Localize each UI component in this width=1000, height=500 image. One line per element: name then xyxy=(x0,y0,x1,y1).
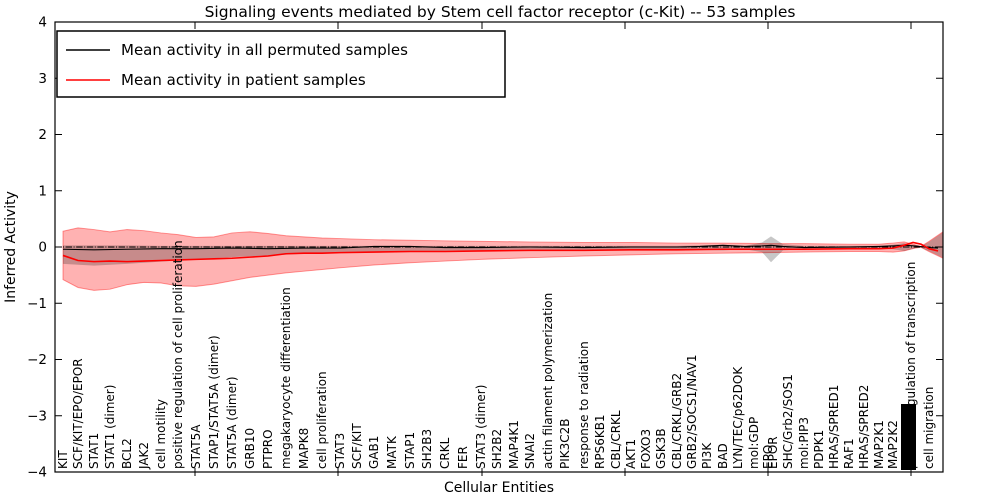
x-tick-label: LYN/TEC/p62DOK xyxy=(731,366,745,469)
y-tick-label: 4 xyxy=(38,15,47,31)
x-tick-label: CRKL xyxy=(438,437,452,469)
x-tick-label: GSK3B xyxy=(654,428,668,469)
x-tick-label: SNAI2 xyxy=(523,433,537,469)
y-tick-label: 1 xyxy=(38,183,47,199)
x-tick-label: cell migration xyxy=(922,387,936,469)
x-tick-label: BCL2 xyxy=(120,438,134,469)
x-tick-label: GRB2/SOCS1/NAV1 xyxy=(685,354,699,469)
x-tick-label: SH2B2 xyxy=(490,429,504,469)
x-tick-label: STAP1 xyxy=(403,432,417,469)
x-tick-label: SHC/Grb2/SOS1 xyxy=(781,374,795,469)
x-tick-label: STAT3 xyxy=(333,433,347,469)
legend: Mean activity in all permuted samples Me… xyxy=(56,30,506,98)
x-tick-label: GRB10 xyxy=(243,428,257,469)
x-tick-label: MAP2K2 xyxy=(886,420,900,469)
x-tick-label: mol:PIP3 xyxy=(797,417,811,469)
legend-box xyxy=(56,30,506,98)
x-tick-label: MAP2K1 xyxy=(872,420,886,469)
x-tick-label: RPS6KB1 xyxy=(593,414,607,469)
overlapping-labels-blob xyxy=(901,404,916,470)
y-tick-label: 0 xyxy=(38,240,47,256)
x-axis-label: Cellular Entities xyxy=(444,480,554,496)
x-tick-label: mol:GDP xyxy=(747,417,761,469)
y-tick-label: −4 xyxy=(27,465,47,481)
x-tick-label: SCF/KIT xyxy=(350,423,364,469)
x-tick-label: MAP4K1 xyxy=(507,420,521,469)
x-tick-label: BAD xyxy=(716,443,730,469)
x-tick-label: SH2B3 xyxy=(420,429,434,469)
y-tick-label: −3 xyxy=(27,408,47,424)
plot-area: KIT SCF/KIT/EPO/EPOR STAT1 STAT1 (dimer) BCL… xyxy=(27,15,944,481)
x-tick-label: actin filament polymerization xyxy=(541,293,555,469)
x-tick-label: positive regulation of cell proliferatio… xyxy=(171,240,185,469)
series-line-permuted xyxy=(62,244,939,251)
x-tick-label: cell motility xyxy=(154,399,168,469)
x-tick-label: STAP1/STAT5A (dimer) xyxy=(207,335,221,469)
x-tick-label: RAF1 xyxy=(842,438,856,469)
y-tick-label: −2 xyxy=(27,352,47,368)
x-tick-label: PTPRO xyxy=(261,429,275,469)
x-tick-label: CBL/CRKL xyxy=(609,410,623,469)
x-tick-label: EPOR xyxy=(766,436,780,469)
x-tick-label: STAT1 xyxy=(87,433,101,469)
chart-title: Signaling events mediated by Stem cell f… xyxy=(205,3,796,21)
band-permuted xyxy=(63,232,943,266)
legend-label-patient: Mean activity in patient samples xyxy=(121,71,366,89)
x-tick-label: EPO xyxy=(761,445,775,469)
x-tick-label: PIK3C2B xyxy=(558,418,572,469)
x-tick-label: MATK xyxy=(385,435,399,469)
x-tick-label: JAK2 xyxy=(137,442,151,470)
series-line-patient xyxy=(62,241,939,263)
x-tick-label: STAT3 (dimer) xyxy=(474,385,488,469)
x-tick-label: AKT1 xyxy=(624,439,638,469)
x-tick-label: FER xyxy=(456,446,470,469)
x-tick-label: megakaryocyte differentiation xyxy=(279,287,293,469)
x-tick-label: response to radiation xyxy=(577,341,591,469)
y-tick-label: 3 xyxy=(38,71,47,87)
x-tick-label: HRAS/SPRED1 xyxy=(827,385,841,469)
x-tick-label: KIT xyxy=(56,450,70,469)
y-tick-label: 2 xyxy=(38,127,47,143)
x-tick-label: STAT5A (dimer) xyxy=(225,376,239,469)
x-tick-label: cell proliferation xyxy=(315,371,329,469)
x-tick-label: STAT1 (dimer) xyxy=(103,385,117,469)
y-tick-label: −1 xyxy=(27,296,47,312)
x-tick-label: HRAS/SPRED2 xyxy=(857,385,871,469)
x-tick-label: GAB1 xyxy=(367,436,381,469)
x-tick-label: CBL/CRKL/GRB2 xyxy=(670,373,684,469)
x-tick-label: PDPK1 xyxy=(812,430,826,469)
x-tick-label: SCF/KIT/EPO/EPOR xyxy=(71,358,85,469)
y-axis-label: Inferred Activity xyxy=(3,191,19,303)
x-tick-label: MAPK8 xyxy=(297,428,311,469)
x-tick-label: FOXO3 xyxy=(639,429,653,469)
legend-label-permuted: Mean activity in all permuted samples xyxy=(121,41,408,59)
x-tick-label: PI3K xyxy=(700,442,714,469)
x-tick-label: STAT5A xyxy=(189,424,203,469)
